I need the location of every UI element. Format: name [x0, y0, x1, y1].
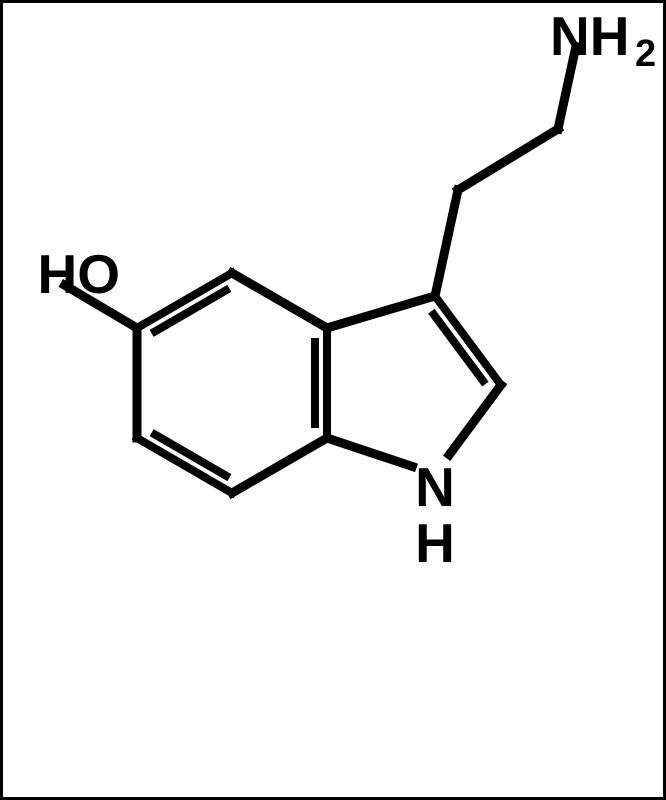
molecule-diagram: HONHNH2	[0, 0, 666, 800]
label-nh2: NH	[550, 5, 629, 67]
label-n-ring: N	[415, 456, 455, 518]
label-nh2-sub: 2	[635, 33, 656, 75]
label-h-ring: H	[415, 512, 455, 574]
label-ho: HO	[38, 243, 121, 305]
